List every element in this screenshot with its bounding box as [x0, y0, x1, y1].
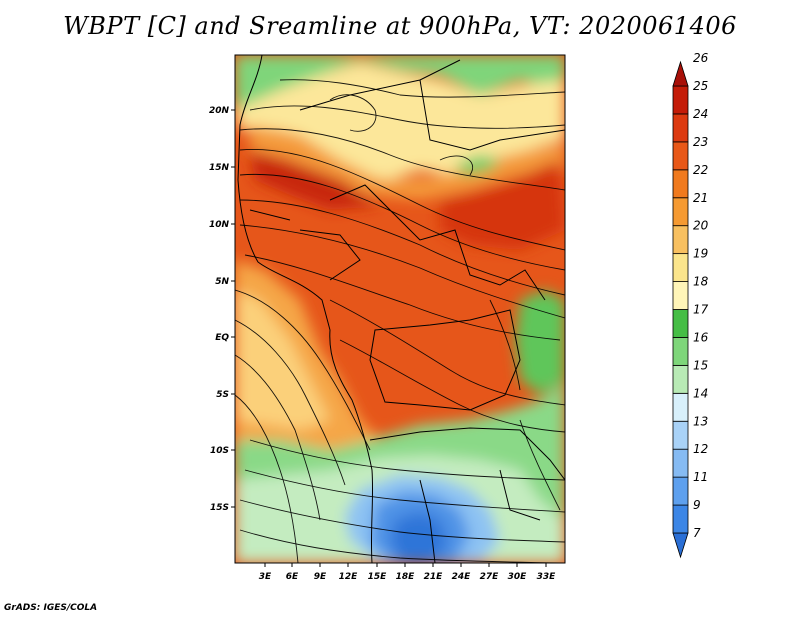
- map-frame: [234, 54, 566, 564]
- colorbar-label: 23: [693, 135, 708, 149]
- colorbar-label: 18: [693, 275, 709, 289]
- lon-label-21e: 21E: [424, 572, 444, 582]
- lat-label-5s: 5S: [216, 390, 229, 400]
- colorbar-segment: [672, 337, 689, 366]
- colorbar-segment: [672, 225, 689, 255]
- colorbar-segment: [672, 504, 689, 534]
- lon-label-9e: 9E: [314, 572, 327, 582]
- colorbar-label: 24: [693, 107, 708, 121]
- colorbar-label: 17: [693, 303, 709, 317]
- lon-axis: [264, 563, 547, 567]
- lon-label-33e: 33E: [537, 572, 557, 582]
- colorbar-segment: [672, 364, 689, 394]
- colorbar-label: 13: [693, 414, 708, 428]
- colorbar-segment: [672, 60, 689, 87]
- colorbar-segment: [672, 113, 689, 143]
- colorbar-label: 14: [693, 386, 708, 400]
- colorbar-label: 25: [693, 79, 708, 93]
- colorbar-label: 26: [693, 51, 709, 65]
- colorbar-label: 20: [693, 219, 709, 233]
- lat-label-10n: 10N: [209, 220, 230, 230]
- colorbar-label: 12: [693, 442, 708, 456]
- lon-label-30e: 30E: [508, 572, 528, 582]
- lat-label-eq: EQ: [215, 333, 229, 343]
- lon-label-6e: 6E: [286, 572, 299, 582]
- colorbar-segment: [672, 141, 689, 171]
- lon-label-18e: 18E: [396, 572, 416, 582]
- lat-label-5n: 5N: [215, 277, 229, 287]
- lat-label-15n: 15N: [209, 163, 230, 173]
- map-title: WBPT [C] and Sreamline at 900hPa, VT: 20…: [63, 12, 737, 40]
- colorbar-label: 7: [693, 526, 701, 540]
- colorbar: 7 9 11 12 13 14 15 16 17 18 19 20 21 22 23 24 25 26: [672, 51, 709, 559]
- lon-label-3e: 3E: [259, 572, 272, 582]
- lon-label-15e: 15E: [368, 572, 388, 582]
- lon-label-12e: 12E: [339, 572, 359, 582]
- colorbar-segment: [672, 532, 689, 559]
- colorbar-label: 22: [693, 163, 708, 177]
- colorbar-segment: [672, 253, 689, 282]
- colorbar-label: 11: [693, 470, 708, 484]
- colorbar-segment: [672, 85, 689, 115]
- colorbar-segment: [672, 197, 689, 227]
- colorbar-label: 21: [693, 191, 708, 205]
- colorbar-segment: [672, 476, 689, 506]
- colorbar-label: 15: [693, 358, 708, 372]
- lat-label-15s: 15S: [210, 503, 229, 513]
- colorbar-label: 19: [693, 247, 708, 261]
- streamlines: [235, 79, 565, 563]
- grads-credit: GrADS: IGES/COLA: [4, 603, 98, 613]
- lat-label-20n: 20N: [209, 106, 230, 116]
- lat-axis: [231, 109, 235, 508]
- colorbar-label: 16: [693, 330, 709, 344]
- colorbar-segment: [672, 281, 689, 310]
- lon-label-27e: 27E: [480, 572, 500, 582]
- colorbar-segment: [672, 448, 689, 478]
- colorbar-segment: [672, 392, 689, 422]
- colorbar-segment: [672, 420, 689, 450]
- wbpt-shading: [235, 55, 565, 563]
- lat-label-10s: 10S: [210, 446, 229, 456]
- lon-label-24e: 24E: [452, 572, 472, 582]
- colorbar-label: 9: [693, 498, 701, 512]
- colorbar-segment: [672, 309, 689, 338]
- colorbar-segment: [672, 169, 689, 199]
